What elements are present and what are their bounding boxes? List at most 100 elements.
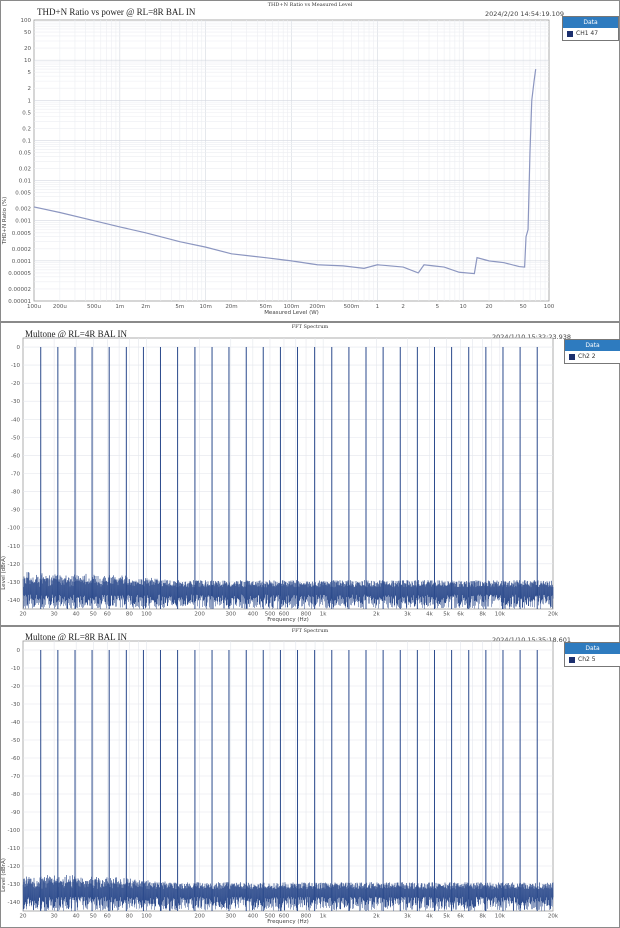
y-axis-title: Level (dBrA) xyxy=(1,556,7,590)
x-tick-label: 40 xyxy=(73,914,80,920)
legend-entry[interactable]: Ch2 2 xyxy=(565,351,620,363)
x-tick-label: 4k xyxy=(426,612,433,618)
x-tick-label: 500 xyxy=(265,612,276,618)
x-tick-label: 60 xyxy=(104,612,111,618)
chart-supertitle: FFT Spectrum xyxy=(291,324,329,330)
y-tick-label: 0.002 xyxy=(15,207,31,213)
y-tick-label: -60 xyxy=(11,756,20,762)
x-tick-label: 10m xyxy=(199,304,211,310)
x-tick-label: 4k xyxy=(426,914,433,920)
x-axis-title: Measured Level (W) xyxy=(264,310,319,316)
x-tick-label: 100 xyxy=(141,612,152,618)
fft-plot-8r: 0 -10 -20 -30 -40 -50 -60 -70 -80 -90 -100 -110 -120… xyxy=(1,640,559,925)
y-tick-label: 20 xyxy=(24,46,31,52)
legend-title: Data xyxy=(563,17,618,28)
x-tick-label: 400 xyxy=(248,914,259,920)
chart-supertitle: THD+N Ratio vs Measured Level xyxy=(267,2,353,8)
legend-swatch xyxy=(569,657,575,663)
y-tick-label: -110 xyxy=(8,544,21,550)
y-tick-label: 0.01 xyxy=(19,179,31,185)
x-tick-label: 600 xyxy=(279,612,290,618)
thdn-plot: 100 50 20 10 5 2 1 0.5 0.2 0.1 0.05 0.02 0.01 0.005 0.… xyxy=(2,18,555,316)
x-tick-label: 200 xyxy=(194,612,205,618)
y-tick-label: -80 xyxy=(11,792,20,798)
y-tick-label: 0.1 xyxy=(22,138,31,144)
x-tick-label: 6k xyxy=(457,612,464,618)
y-tick-label: -130 xyxy=(8,580,21,586)
legend[interactable]: Data Ch2 2 xyxy=(564,339,620,364)
x-tick-label: 1 xyxy=(376,304,380,310)
y-tick-label: 0.02 xyxy=(19,166,31,172)
y-tick-label: -10 xyxy=(11,666,20,672)
y-tick-label: -20 xyxy=(11,684,20,690)
y-tick-label: 0.5 xyxy=(22,110,31,116)
x-tick-label: 8k xyxy=(479,612,486,618)
y-tick-label: 0.0005 xyxy=(12,231,32,237)
x-axis-title: Frequency (Hz) xyxy=(267,919,308,925)
x-tick-label: 2 xyxy=(401,304,405,310)
y-tick-label: 0.2 xyxy=(22,126,31,132)
x-tick-label: 1k xyxy=(320,612,327,618)
x-tick-label: 100m xyxy=(284,304,300,310)
y-tick-label: 0.00005 xyxy=(8,271,31,277)
y-tick-label: 2 xyxy=(28,86,32,92)
y-tick-label: 0.00002 xyxy=(8,287,31,293)
x-tick-label: 500u xyxy=(87,304,101,310)
fft-panel-8r: FFT Spectrum Multone @ RL=8R BAL IN 2024… xyxy=(0,626,620,928)
x-tick-label: 300 xyxy=(226,914,237,920)
y-tick-label: -120 xyxy=(8,562,21,568)
x-tick-label: 50 xyxy=(520,304,527,310)
x-tick-label: 600 xyxy=(279,914,290,920)
y-tick-label: 0 xyxy=(17,345,21,351)
y-tick-label: 0.0002 xyxy=(12,247,31,253)
y-tick-label: -90 xyxy=(11,810,20,816)
x-tick-label: 10k xyxy=(495,914,506,920)
legend-entry[interactable]: CH1 47 xyxy=(563,28,618,40)
chart-title: Multone @ RL=4R BAL IN xyxy=(25,329,128,339)
legend[interactable]: Data Ch2 5 xyxy=(564,642,620,667)
y-tick-label: 0.00001 xyxy=(8,299,31,305)
y-tick-label: -50 xyxy=(11,435,20,441)
y-axis-title: Level (dBrA) xyxy=(1,858,7,892)
y-axis-title: THD+N Ratio (%) xyxy=(2,197,8,246)
chart-title: Multone @ RL=8R BAL IN xyxy=(25,632,128,642)
x-tick-label: 30 xyxy=(51,914,58,920)
x-tick-label: 5k xyxy=(443,612,450,618)
legend-entry[interactable]: Ch2 5 xyxy=(565,654,620,666)
x-tick-label: 300 xyxy=(226,612,237,618)
y-tick-label: -100 xyxy=(8,828,21,834)
x-tick-label: 20k xyxy=(548,914,559,920)
x-tick-label: 5k xyxy=(443,914,450,920)
fft-plot-4r: 0 -10 -20 -30 -40 -50 -60 -70 -80 -90 -100 -110 -120… xyxy=(1,337,559,623)
x-axis-title: Frequency (Hz) xyxy=(267,617,308,623)
x-tick-label: 1k xyxy=(320,914,327,920)
legend-swatch xyxy=(567,31,573,37)
x-tick-label: 3k xyxy=(404,914,411,920)
x-tick-label: 3k xyxy=(404,612,411,618)
x-tick-label: 20 xyxy=(486,304,493,310)
x-tick-label: 10k xyxy=(495,612,506,618)
y-tick-label: -40 xyxy=(11,720,20,726)
x-tick-label: 500 xyxy=(265,914,276,920)
x-tick-label: 200u xyxy=(53,304,67,310)
legend[interactable]: Data CH1 47 xyxy=(562,16,619,41)
y-tick-label: -140 xyxy=(8,900,21,906)
y-tick-label: -70 xyxy=(11,472,20,478)
chart-timestamp: 2024/2/20 14:54:19.109 xyxy=(485,10,565,18)
legend-swatch xyxy=(569,354,575,360)
thdn-panel: THD+N Ratio vs Measured Level THD+N Rati… xyxy=(0,0,620,322)
y-tick-label: -70 xyxy=(11,774,20,780)
x-tick-label: 8k xyxy=(479,914,486,920)
y-tick-label: 0 xyxy=(17,648,21,654)
x-tick-label: 50 xyxy=(90,612,97,618)
x-tick-label: 1m xyxy=(115,304,124,310)
y-tick-label: -130 xyxy=(8,882,21,888)
noise-floor-trace xyxy=(22,572,554,609)
chart-timestamp: 2024/1/10 15:35:18.601 xyxy=(492,636,572,644)
y-tick-label: -20 xyxy=(11,381,20,387)
x-tick-label: 2m xyxy=(141,304,150,310)
y-tick-label: 5 xyxy=(28,70,32,76)
fft-panel-4r: FFT Spectrum Multone @ RL=4R BAL IN 2024… xyxy=(0,322,620,626)
x-tick-label: 10 xyxy=(460,304,467,310)
